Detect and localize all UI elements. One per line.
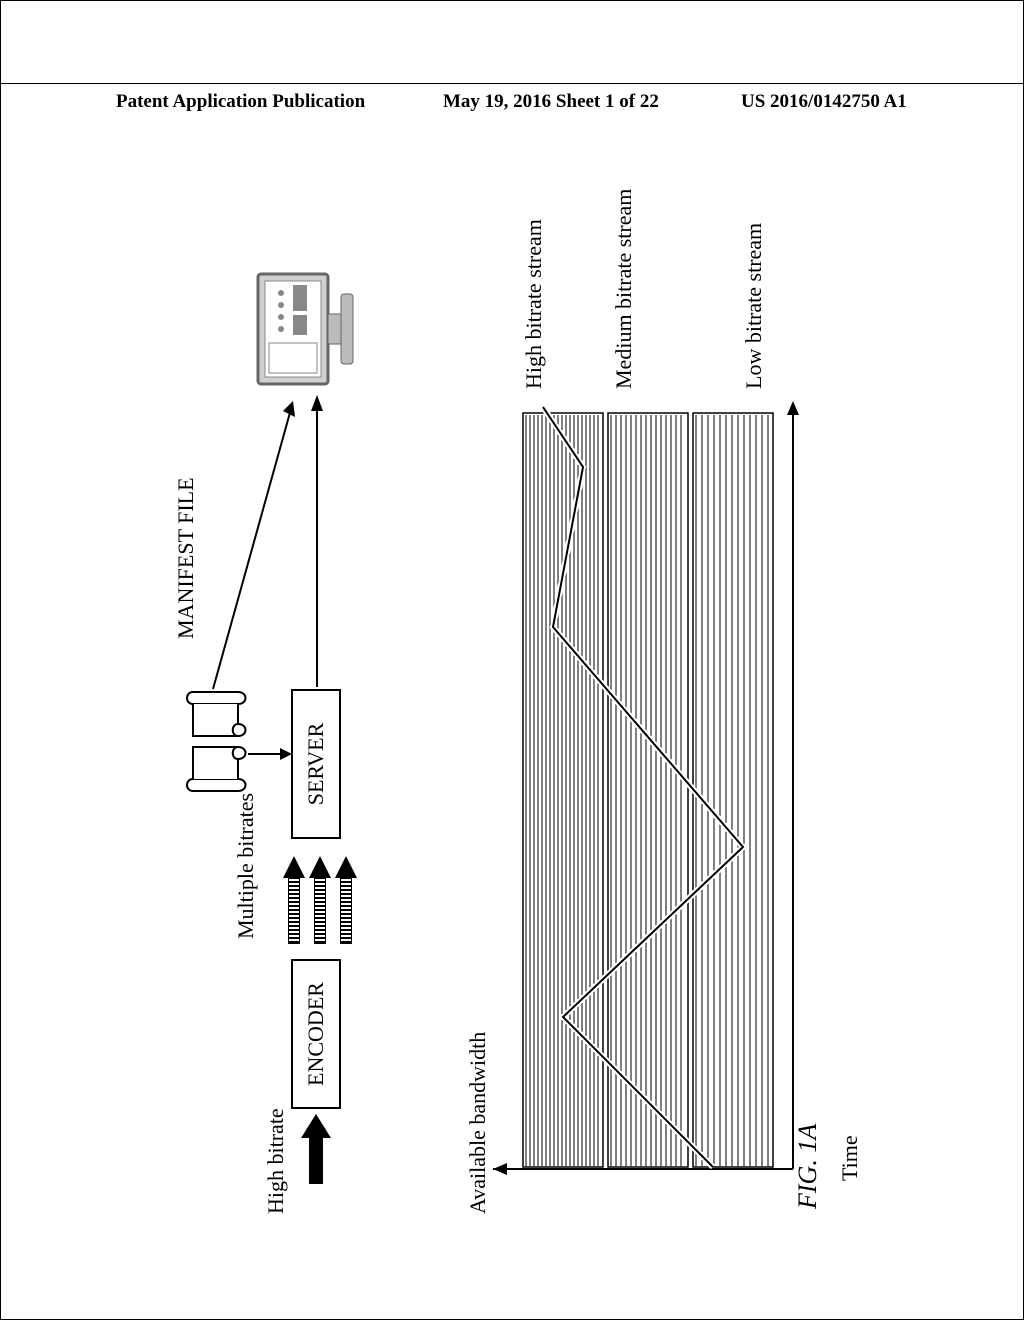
header-left: Patent Application Publication xyxy=(116,91,365,113)
arrow-server-to-monitor-icon xyxy=(303,387,338,687)
encoder-box: ENCODER xyxy=(291,959,341,1109)
server-box: SERVER xyxy=(291,689,341,839)
high-stream-label: High bitrate stream xyxy=(521,219,547,389)
arrow-scroll-to-server-icon xyxy=(248,744,298,764)
chart-svg xyxy=(493,399,813,1179)
diagram-rotated-wrap: High bitrate ENCODER Multiple bitrates S… xyxy=(0,329,1024,1029)
x-axis-label: Time xyxy=(837,1135,863,1181)
high-bitrate-label: High bitrate xyxy=(263,1108,289,1214)
header-right: US 2016/0142750 A1 xyxy=(741,91,907,113)
header-center: May 19, 2016 Sheet 1 of 22 xyxy=(443,91,659,113)
stripe-arrow-1-icon xyxy=(283,854,305,944)
encoder-label: ENCODER xyxy=(303,982,329,1086)
server-label: SERVER xyxy=(303,723,329,806)
top-flow: High bitrate ENCODER Multiple bitrates S… xyxy=(183,149,413,1209)
page: Patent Application Publication May 19, 2… xyxy=(0,0,1024,1320)
diagram: High bitrate ENCODER Multiple bitrates S… xyxy=(153,149,853,1209)
stripe-arrow-3-icon xyxy=(335,854,357,944)
medium-stream-label: Medium bitrate stream xyxy=(611,189,637,389)
low-stream-label: Low bitrate stream xyxy=(741,223,767,389)
y-axis-label: Available bandwidth xyxy=(465,1032,491,1214)
chart: Available bandwidth Time High bitrate st… xyxy=(493,149,833,1209)
scroll-left-icon xyxy=(183,739,251,799)
monitor-icon xyxy=(253,269,363,389)
arrow-scroll-to-monitor-icon xyxy=(203,389,318,689)
manifest-file-label: MANIFEST FILE xyxy=(173,477,199,639)
stripe-arrow-2-icon xyxy=(309,854,331,944)
multiple-bitrates-label: Multiple bitrates xyxy=(233,793,259,939)
header-rule xyxy=(1,83,1023,84)
scroll-right-icon xyxy=(183,684,251,744)
figure-label: FIG. 1A xyxy=(793,1124,823,1209)
big-arrow-icon xyxy=(301,1114,331,1184)
